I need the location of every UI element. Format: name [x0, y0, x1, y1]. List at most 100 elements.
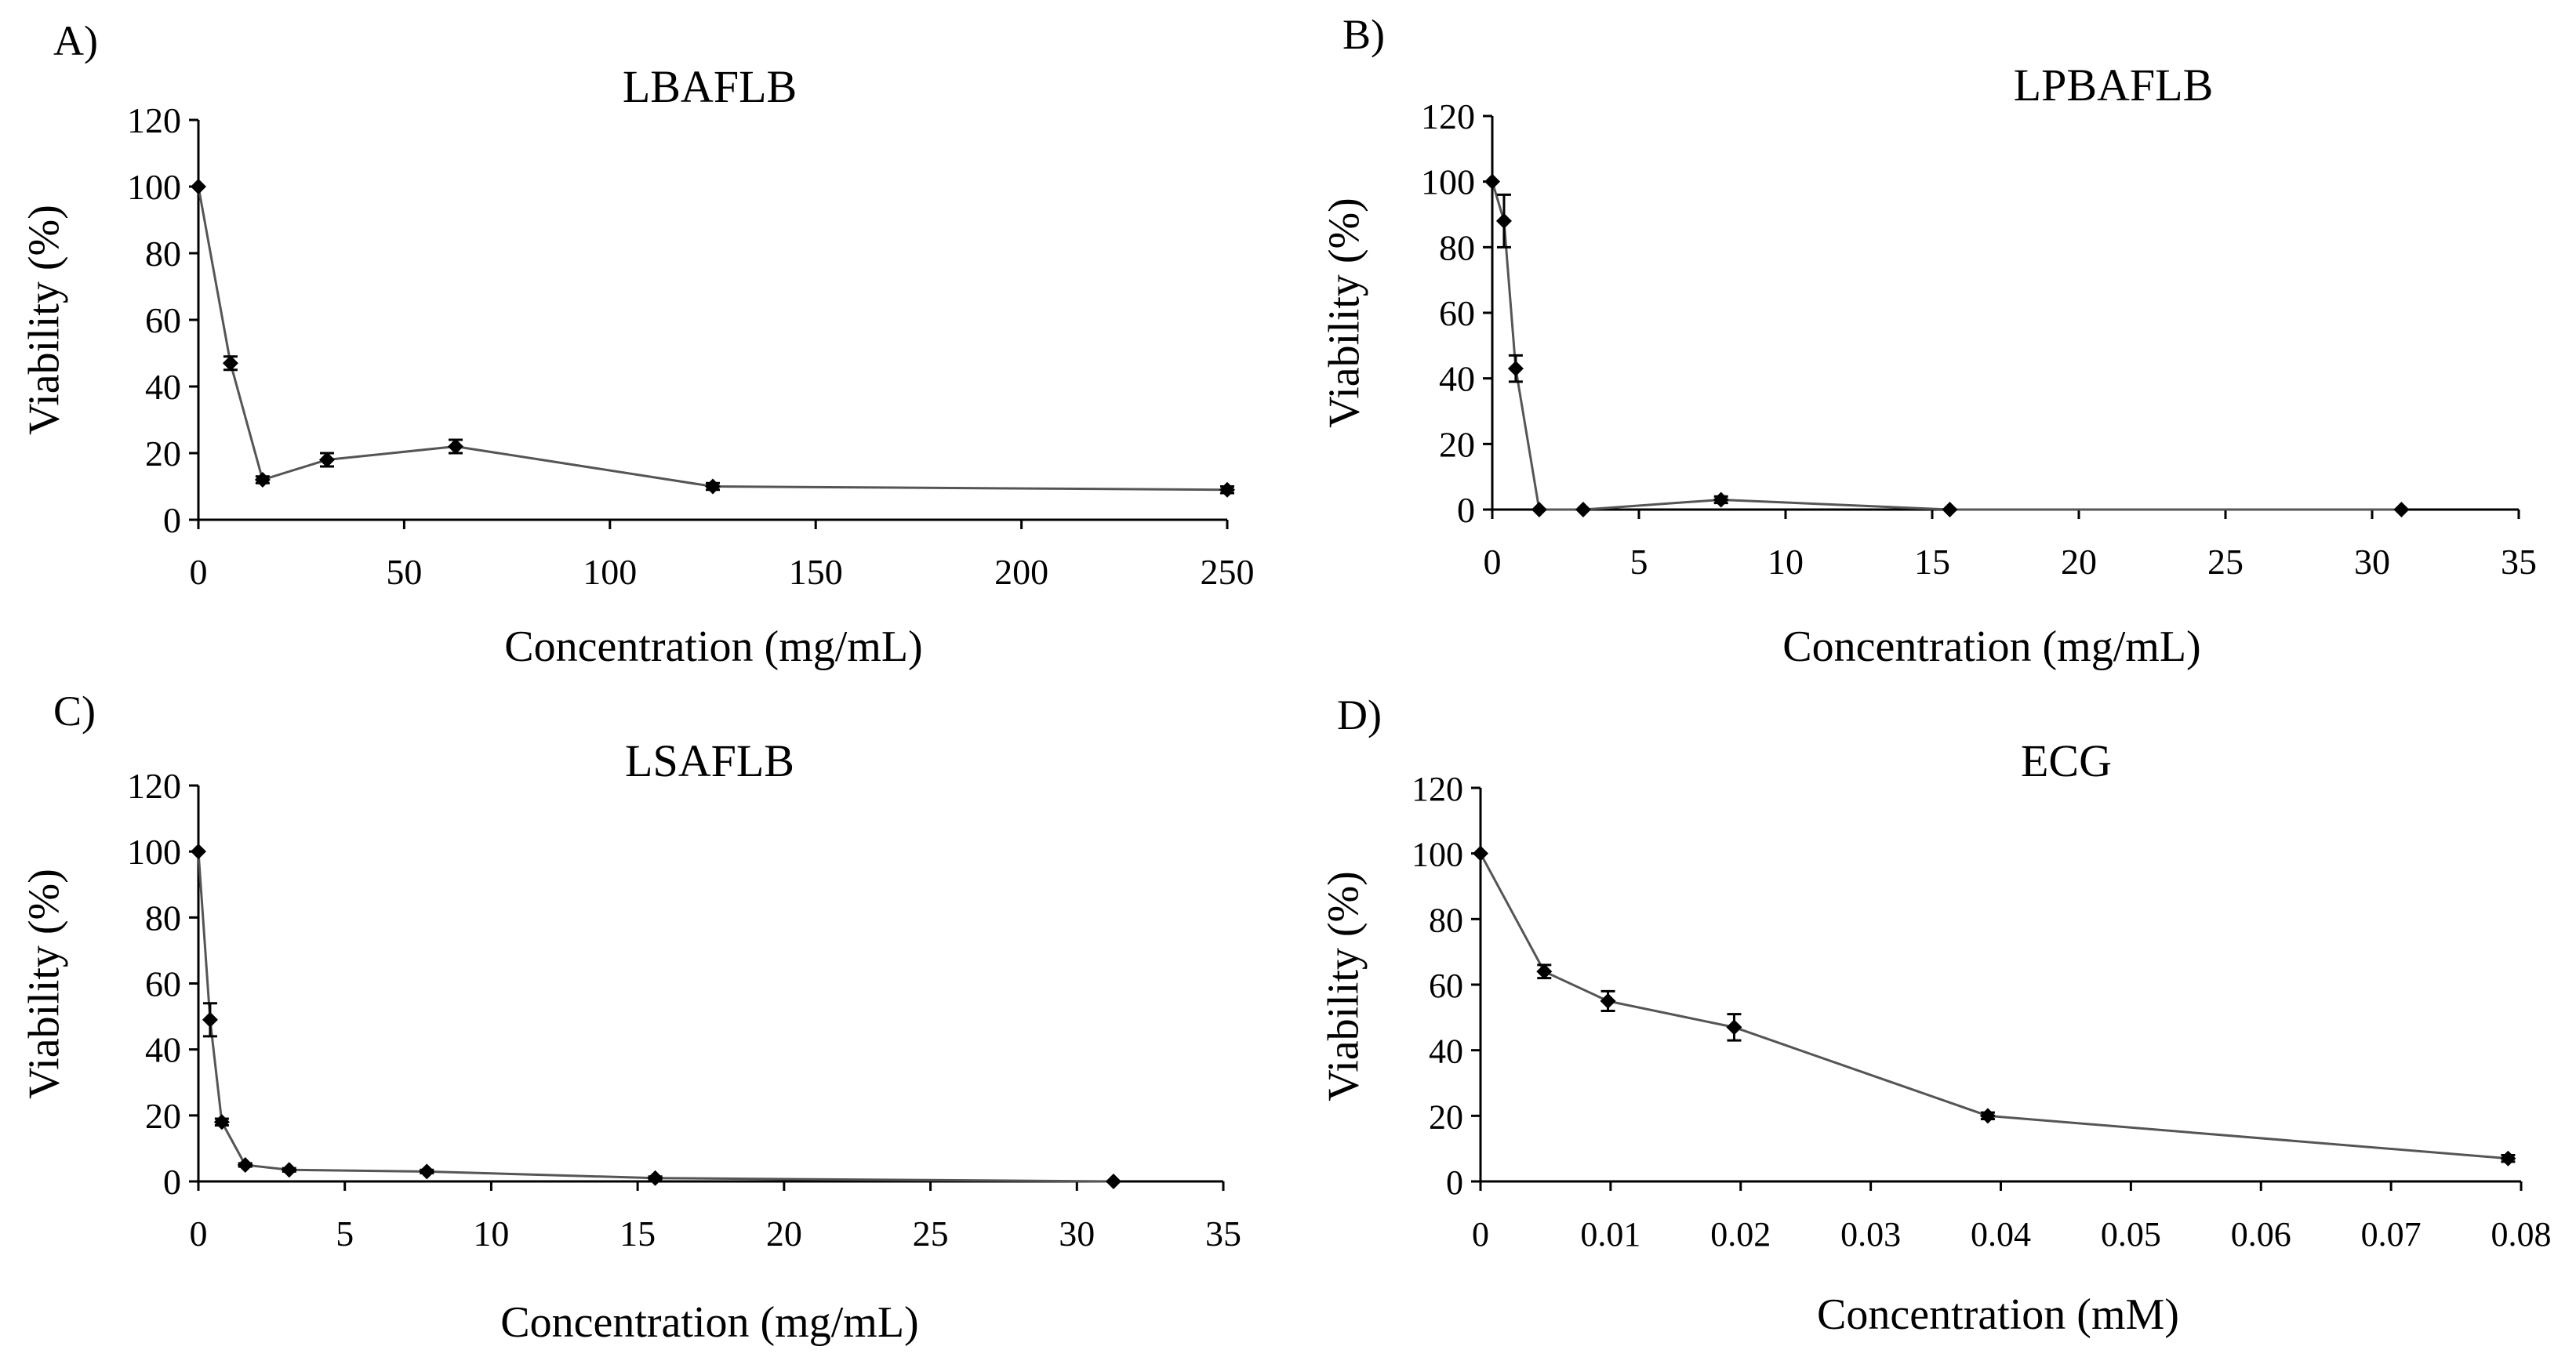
x-axis-label: Concentration (mg/mL): [1782, 622, 2200, 671]
y-axis-label: Viability (%): [20, 869, 69, 1099]
x-axis-label: Concentration (mg/mL): [504, 622, 922, 671]
data-point: [319, 452, 335, 468]
data-point: [1219, 481, 1235, 498]
data-point: [213, 1114, 230, 1130]
data-point: [419, 1163, 435, 1180]
x-tick-label: 50: [386, 552, 422, 592]
data-point: [2500, 1150, 2516, 1167]
panel-label: C): [53, 688, 96, 735]
x-tick-label: 100: [583, 552, 637, 592]
chart-title: LSAFLB: [625, 735, 794, 786]
series-line: [197, 186, 1228, 492]
x-tick-label: 0.07: [2361, 1215, 2422, 1254]
y-tick-label: 0: [1446, 1163, 1463, 1202]
x-axis-label: Concentration (mg/mL): [500, 1298, 918, 1347]
chart-panel-3: 0 5 10 15 20 25 30 35 0 20 40 60 80 100 120 C) LSAFLB Con…: [20, 688, 1241, 1347]
chart-panel-1: 0 50 100 150 200 250 0 20 40 60 80 100 120 A) LBAFLB Co…: [20, 17, 1255, 671]
y-tick-label: 0: [1457, 490, 1475, 530]
y-tick-label: 40: [145, 1030, 181, 1070]
x-tick-label: 5: [1630, 542, 1648, 582]
data-point: [1726, 1019, 1742, 1036]
data-point: [1484, 173, 1500, 190]
y-tick-label: 0: [163, 1162, 181, 1202]
y-tick-label: 20: [1429, 1098, 1463, 1136]
y-tick-label: 80: [1439, 227, 1475, 267]
y-tick-label: 20: [1439, 424, 1475, 464]
data-point: [1713, 492, 1729, 508]
y-tick-label: 100: [127, 832, 181, 872]
panel-label: D): [1337, 691, 1382, 738]
x-tick-label: 20: [766, 1214, 802, 1254]
y-tick-label: 120: [127, 766, 181, 806]
x-tick-label: 30: [2354, 542, 2390, 582]
y-tick-label: 80: [145, 234, 181, 274]
data-point: [281, 1162, 297, 1178]
chart-title: LBAFLB: [623, 61, 797, 112]
chart-title: ECG: [2021, 735, 2112, 786]
data-point: [1979, 1108, 1996, 1124]
x-tick-label: 0.01: [1580, 1215, 1640, 1254]
x-tick-label: 20: [2061, 542, 2097, 582]
series-line: [1479, 852, 2509, 1160]
y-tick-label: 60: [1439, 293, 1475, 333]
y-tick-label: 100: [1421, 162, 1475, 202]
x-tick-label: 25: [2207, 542, 2244, 582]
y-tick-label: 120: [1421, 96, 1475, 136]
x-tick-label: 200: [994, 552, 1048, 592]
y-tick-label: 120: [1412, 770, 1463, 808]
data-point: [237, 1156, 253, 1173]
series-line: [197, 851, 1114, 1183]
x-tick-label: 0: [1472, 1215, 1489, 1254]
data-point: [448, 438, 463, 455]
x-tick-label: 15: [1914, 542, 1950, 582]
chart-panel-4: 0 0.01 0.02 0.03 0.04 0.05 0.06 0.07 0.08 0 20 40 60…: [1320, 691, 2552, 1339]
x-tick-label: 0.04: [1971, 1215, 2031, 1254]
x-tick-label: 0.08: [2491, 1215, 2552, 1254]
data-point: [222, 355, 238, 372]
data-point: [1507, 361, 1524, 377]
y-tick-label: 40: [1439, 359, 1475, 399]
y-axis-label: Viability (%): [20, 205, 69, 435]
chart-panel-2: 0 5 10 15 20 25 30 35 0 20 40 60 80 100 120 B) LPBAFLB Co…: [1321, 11, 2537, 671]
data-point: [1575, 502, 1591, 517]
y-axis-label: Viability (%): [1321, 198, 1369, 428]
data-point: [1536, 963, 1553, 980]
data-point: [254, 472, 271, 488]
y-tick-label: 20: [145, 434, 181, 474]
x-tick-label: 35: [2501, 542, 2537, 582]
x-tick-label: 5: [336, 1214, 354, 1254]
y-tick-label: 100: [1412, 836, 1463, 874]
y-tick-label: 0: [163, 500, 181, 540]
y-axis-label: Viability (%): [1320, 871, 1368, 1101]
data-point: [2393, 502, 2410, 517]
data-point: [1942, 502, 1958, 517]
panel-label: A): [53, 17, 98, 64]
y-tick-label: 60: [145, 300, 181, 340]
y-tick-label: 40: [1429, 1032, 1463, 1071]
x-tick-label: 25: [913, 1214, 949, 1254]
y-tick-label: 60: [145, 964, 181, 1004]
panel-label: B): [1342, 11, 1385, 58]
y-tick-label: 60: [1429, 967, 1463, 1005]
x-tick-label: 0: [190, 552, 208, 592]
y-tick-label: 100: [127, 167, 181, 207]
x-tick-label: 0: [190, 1214, 208, 1254]
x-tick-label: 10: [1768, 542, 1804, 582]
x-tick-label: 250: [1201, 552, 1255, 592]
data-point: [1473, 845, 1488, 862]
y-tick-label: 80: [145, 898, 181, 938]
x-tick-label: 30: [1059, 1214, 1095, 1254]
y-tick-label: 40: [145, 367, 181, 407]
x-tick-label: 0.02: [1710, 1215, 1771, 1254]
chart-title: LPBAFLB: [2014, 60, 2214, 111]
data-point: [1531, 502, 1547, 517]
y-tick-label: 80: [1429, 901, 1463, 939]
data-point: [647, 1170, 663, 1186]
data-point: [705, 478, 721, 495]
x-tick-label: 0.06: [2231, 1215, 2291, 1254]
x-axis-label: Concentration (mM): [1817, 1290, 2179, 1339]
data-point: [191, 844, 206, 860]
x-tick-label: 0: [1484, 542, 1502, 582]
